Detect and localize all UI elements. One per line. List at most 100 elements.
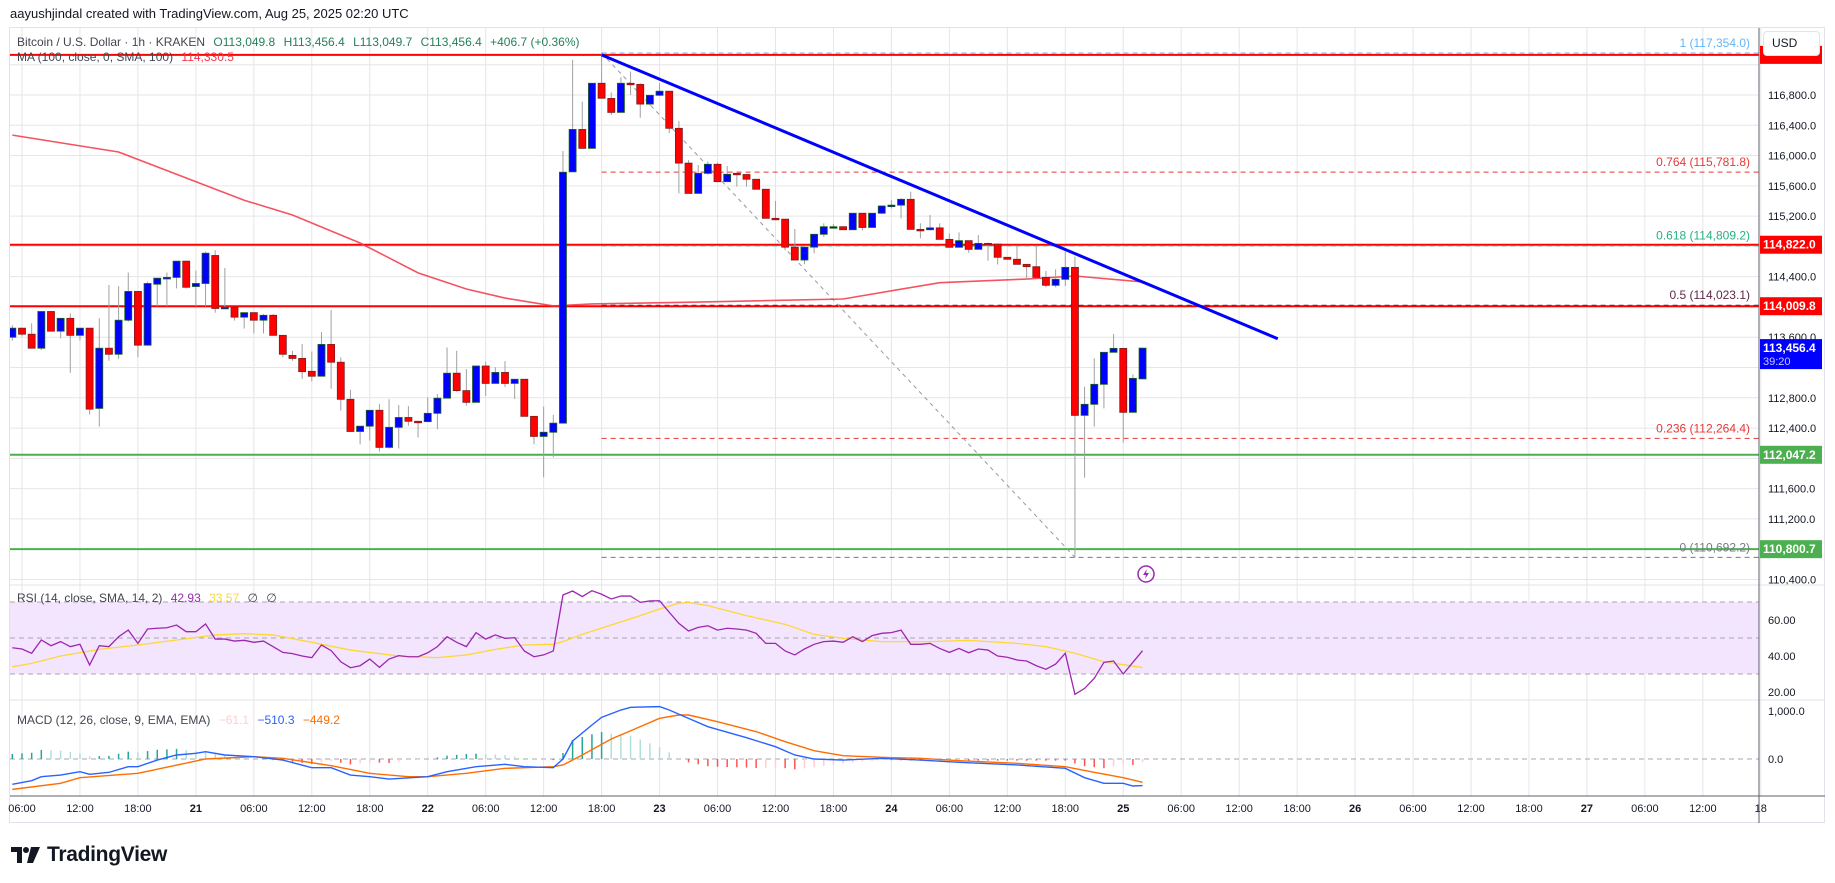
- candle[interactable]: [462, 369, 471, 406]
- candle[interactable]: [800, 246, 809, 265]
- candle[interactable]: [327, 309, 336, 389]
- candle[interactable]: [1090, 358, 1099, 427]
- candle[interactable]: [935, 223, 944, 240]
- candle[interactable]: [76, 327, 84, 341]
- price-pane[interactable]: 1 (117,354.0) 0.764 (115,781.8) 0.618 (114…: [9, 36, 1759, 558]
- candle[interactable]: [1061, 251, 1070, 286]
- macd-signal-line[interactable]: [12, 714, 1143, 791]
- candle[interactable]: [877, 205, 886, 214]
- currency-button[interactable]: USD: [1763, 31, 1820, 56]
- candle[interactable]: [703, 161, 712, 175]
- rsi-label[interactable]: RSI (14, close, SMA, 14, 2): [17, 591, 163, 605]
- candle[interactable]: [810, 233, 819, 254]
- candle[interactable]: [143, 281, 152, 346]
- candle[interactable]: [984, 242, 992, 261]
- candle[interactable]: [414, 420, 422, 438]
- candle[interactable]: [220, 267, 229, 310]
- candle[interactable]: [607, 92, 616, 116]
- tradingview-logo[interactable]: TradingView: [11, 843, 167, 867]
- candle[interactable]: [385, 399, 393, 449]
- candle[interactable]: [240, 312, 249, 329]
- candle[interactable]: [114, 286, 123, 359]
- candle[interactable]: [365, 409, 374, 441]
- candle[interactable]: [298, 344, 307, 379]
- candle[interactable]: [1013, 246, 1021, 265]
- candle[interactable]: [742, 174, 751, 187]
- candle[interactable]: [1032, 246, 1041, 278]
- candle[interactable]: [182, 260, 191, 289]
- candle[interactable]: [617, 77, 625, 113]
- candle[interactable]: [501, 361, 509, 387]
- candle[interactable]: [626, 71, 635, 95]
- candle[interactable]: [423, 397, 432, 423]
- candle[interactable]: [549, 414, 558, 458]
- candle[interactable]: [1071, 256, 1079, 558]
- candle[interactable]: [887, 200, 896, 209]
- candle[interactable]: [916, 223, 925, 239]
- candle[interactable]: [781, 218, 790, 251]
- candle[interactable]: [848, 212, 857, 231]
- candle[interactable]: [665, 90, 674, 134]
- candle[interactable]: [249, 312, 258, 334]
- candle[interactable]: [433, 394, 442, 430]
- candle[interactable]: [211, 250, 220, 313]
- candle[interactable]: [346, 389, 355, 432]
- candle[interactable]: [974, 235, 983, 250]
- candle[interactable]: [539, 406, 548, 478]
- rsi-sma-line[interactable]: [12, 601, 1143, 669]
- candle[interactable]: [1022, 263, 1031, 281]
- candle[interactable]: [1129, 374, 1137, 413]
- macd-line[interactable]: [12, 705, 1143, 787]
- candle[interactable]: [56, 317, 65, 339]
- candle[interactable]: [230, 306, 239, 321]
- candle[interactable]: [1051, 269, 1060, 288]
- symbol-name[interactable]: Bitcoin / U.S. Dollar · 1h · KRAKEN: [17, 35, 206, 49]
- candle[interactable]: [510, 378, 519, 399]
- candle[interactable]: [906, 191, 915, 230]
- candle[interactable]: [481, 361, 490, 396]
- candle[interactable]: [269, 314, 278, 336]
- candle[interactable]: [868, 212, 876, 228]
- candle[interactable]: [201, 251, 210, 307]
- candle[interactable]: [713, 162, 722, 183]
- candle[interactable]: [520, 378, 529, 417]
- candle[interactable]: [1109, 333, 1118, 353]
- candle[interactable]: [684, 160, 693, 194]
- candle[interactable]: [964, 240, 973, 253]
- candle[interactable]: [858, 212, 867, 231]
- candle[interactable]: [1042, 271, 1050, 288]
- candle[interactable]: [771, 200, 780, 221]
- candle[interactable]: [646, 94, 654, 106]
- rsi-line[interactable]: [12, 589, 1144, 696]
- candle[interactable]: [37, 311, 46, 351]
- candle[interactable]: [559, 151, 567, 424]
- candle[interactable]: [288, 350, 297, 361]
- candle[interactable]: [375, 403, 384, 452]
- trendline[interactable]: [601, 53, 1279, 341]
- candle[interactable]: [674, 121, 683, 194]
- candle[interactable]: [1100, 351, 1108, 409]
- ma-label[interactable]: MA (100, close, 0, SMA, 100): [17, 50, 174, 64]
- candle[interactable]: [829, 224, 838, 229]
- candle[interactable]: [307, 351, 316, 382]
- candle[interactable]: [1138, 347, 1147, 380]
- candle[interactable]: [568, 59, 577, 173]
- candle[interactable]: [839, 226, 847, 231]
- candle[interactable]: [597, 53, 606, 99]
- candle[interactable]: [926, 214, 934, 231]
- candle[interactable]: [752, 178, 761, 190]
- candle[interactable]: [993, 243, 1002, 265]
- candle[interactable]: [172, 260, 181, 289]
- candle[interactable]: [85, 327, 94, 415]
- candle[interactable]: [897, 198, 905, 219]
- candle[interactable]: [955, 232, 963, 248]
- candle[interactable]: [153, 277, 162, 307]
- candle[interactable]: [491, 367, 500, 384]
- macd-label[interactable]: MACD (12, 26, close, 9, EMA, EMA): [17, 713, 211, 727]
- candle[interactable]: [191, 270, 200, 307]
- candle[interactable]: [655, 83, 664, 96]
- candle[interactable]: [452, 350, 461, 393]
- candle[interactable]: [9, 325, 17, 341]
- candle[interactable]: [47, 311, 55, 332]
